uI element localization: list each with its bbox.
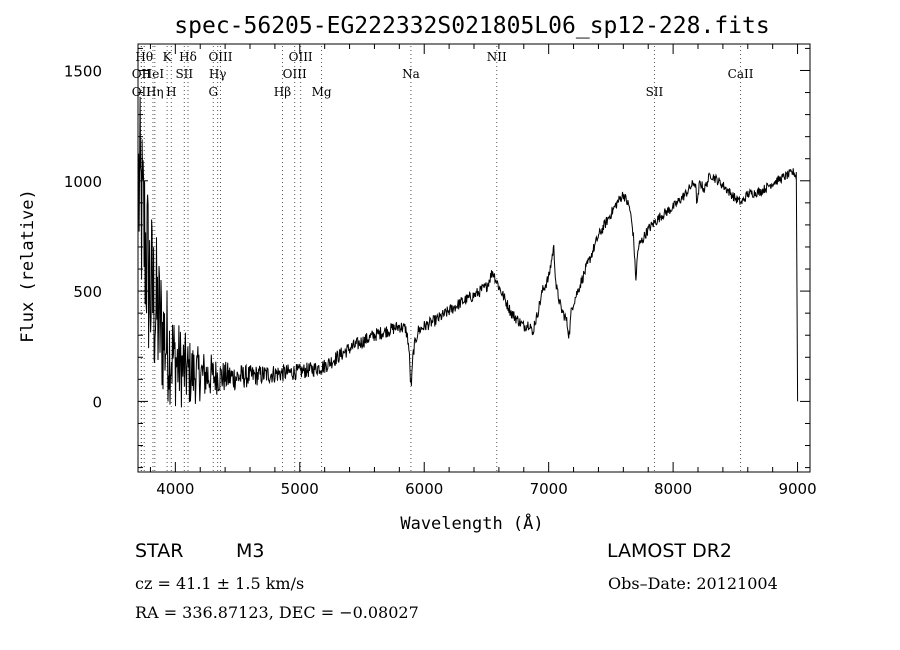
- y-tick-label: 1000: [64, 173, 102, 191]
- line-label-6: H: [166, 85, 176, 99]
- x-axis-label: Wavelength (Å): [400, 512, 543, 534]
- line-label-13: OIII: [283, 67, 307, 81]
- x-tick-label: 8000: [654, 480, 692, 498]
- line-label-19: CaII: [728, 67, 754, 81]
- line-label-9: OIII: [208, 50, 232, 64]
- line-label-1: Hθ: [135, 50, 153, 64]
- spectrum-layer: [138, 96, 799, 408]
- survey-name: LAMOST DR2: [607, 540, 732, 562]
- line-label-15: Mg: [312, 85, 332, 99]
- chart-title: spec-56205-EG222332S021805L06_sp12-228.f…: [174, 13, 769, 39]
- object-class: STAR: [135, 540, 184, 562]
- y-axis-label: Flux (relative): [18, 189, 38, 343]
- y-tick-label: 500: [73, 283, 102, 301]
- spectrum-line: [138, 96, 799, 408]
- x-tick-label: 9000: [778, 480, 816, 498]
- line-label-0: OII: [132, 85, 152, 99]
- line-label-7: SII: [175, 67, 193, 81]
- line-label-10: Hγ: [209, 67, 227, 81]
- line-label-5: K: [163, 50, 173, 64]
- line-label-17: NII: [487, 50, 507, 64]
- x-tick-label: 5000: [281, 480, 319, 498]
- object-subclass: M3: [236, 540, 265, 562]
- axes: 4000 5000 6000 7000 8000 9000 0 500 1000 1500: [64, 44, 817, 498]
- y-tick-label: 1500: [64, 62, 102, 80]
- line-label-16: Na: [402, 67, 420, 81]
- redshift-velocity: cz = 41.1 ± 1.5 km/s: [135, 574, 305, 593]
- line-label-12: Hβ: [274, 85, 291, 99]
- line-label-11: G: [208, 85, 218, 99]
- line-label-4: Hη: [146, 85, 164, 99]
- line-label-18: SII: [646, 85, 664, 99]
- y-tick-label: 0: [92, 393, 102, 411]
- observation-date: Obs–Date: 20121004: [608, 574, 778, 593]
- line-label-3: HeI: [142, 67, 165, 81]
- coordinates: RA = 336.87123, DEC = −0.08027: [135, 603, 419, 622]
- line-label-8: Hδ: [179, 50, 197, 64]
- x-tick-label: 4000: [156, 480, 194, 498]
- plot-frame: [137, 43, 811, 473]
- x-tick-label: 6000: [405, 480, 443, 498]
- line-label-14: OIII: [289, 50, 313, 64]
- x-tick-label: 7000: [530, 480, 568, 498]
